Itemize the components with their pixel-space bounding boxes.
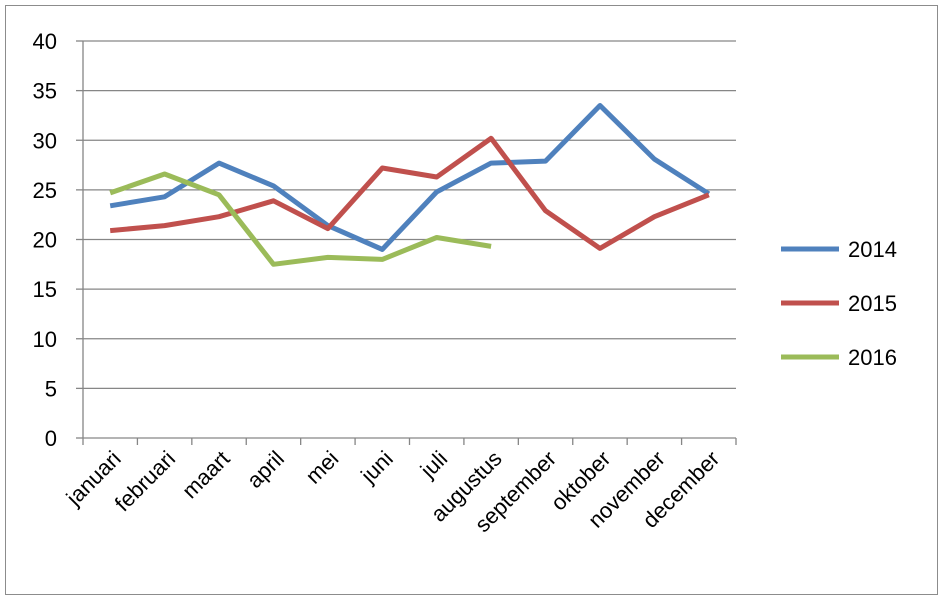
series-line-2016 — [109, 171, 492, 267]
y-tick-label: 0 — [45, 426, 57, 451]
axes — [76, 40, 737, 445]
y-tick-label: 25 — [33, 178, 57, 203]
x-tick-label: juni — [355, 446, 398, 489]
legend-label: 2014 — [848, 237, 897, 262]
series-lines — [109, 103, 711, 267]
y-tick-labels: 0 5 10 15 20 25 30 35 40 — [33, 29, 57, 451]
x-tick-label: mei — [301, 446, 344, 489]
y-tick-label: 20 — [33, 228, 57, 253]
legend: 2014 2015 2016 — [781, 237, 897, 370]
y-tick-label: 5 — [45, 376, 57, 401]
legend-label: 2015 — [848, 291, 897, 316]
legend-label: 2016 — [848, 345, 897, 370]
series-line-2014 — [109, 103, 711, 252]
y-tick-label: 30 — [33, 128, 57, 153]
gridlines — [83, 40, 736, 390]
chart-frame — [5, 5, 938, 595]
y-tick-label: 40 — [33, 29, 57, 54]
x-tick-label: maart — [177, 446, 234, 503]
y-tick-label: 15 — [33, 277, 57, 302]
x-tick-label: februari — [110, 446, 180, 516]
y-tick-label: 10 — [33, 327, 57, 352]
y-tick-label: 35 — [33, 79, 57, 104]
x-tick-label: juli — [415, 446, 452, 483]
series-line-2015 — [109, 135, 710, 251]
x-tick-label: april — [242, 446, 289, 493]
